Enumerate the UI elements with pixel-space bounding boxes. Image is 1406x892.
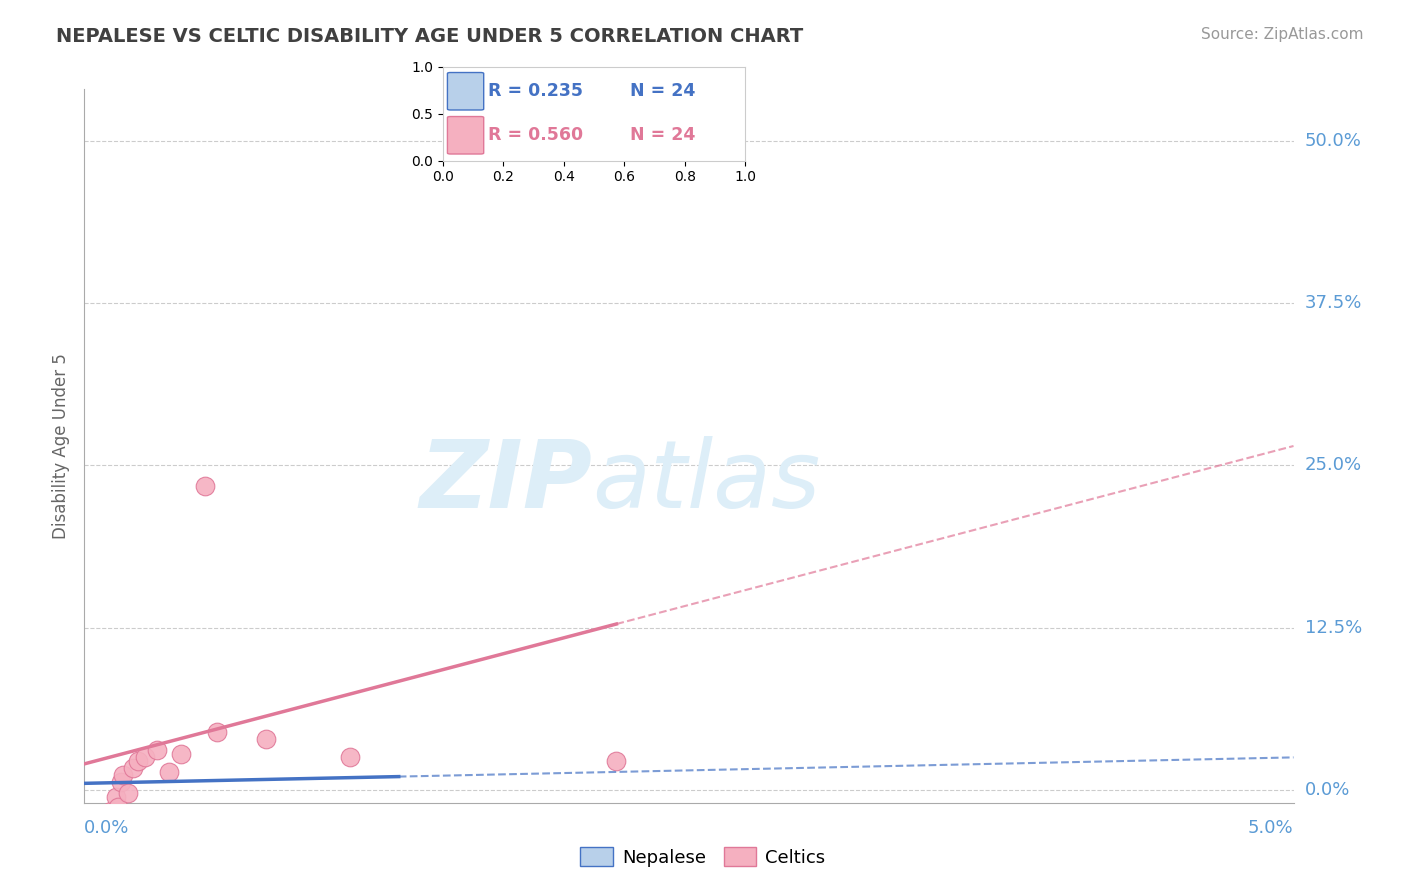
Point: [94, 776, 117, 790]
Text: R = 0.235: R = 0.235: [488, 82, 583, 100]
Text: 25.0%: 25.0%: [1305, 457, 1362, 475]
Point: [121, 768, 143, 782]
Text: N = 24: N = 24: [630, 127, 696, 145]
Point: [134, 766, 156, 780]
Point: [110, 772, 132, 787]
Point: [160, 758, 183, 772]
Text: N = 24: N = 24: [630, 82, 696, 100]
Point: [150, 761, 173, 775]
Text: atlas: atlas: [592, 436, 821, 527]
Point: [141, 764, 163, 778]
Point: [83, 776, 105, 790]
Point: [146, 627, 169, 641]
Point: [388, 775, 411, 789]
Point: [117, 771, 139, 785]
Point: [254, 607, 277, 622]
Point: [134, 640, 156, 654]
Text: ZIP: ZIP: [419, 435, 592, 528]
Point: [103, 747, 125, 761]
Point: [127, 772, 149, 787]
Point: [93, 780, 115, 795]
Point: [104, 711, 127, 725]
Point: [87, 772, 110, 787]
FancyBboxPatch shape: [447, 72, 484, 110]
Point: [181, 770, 204, 784]
Point: [90, 767, 112, 781]
Text: 37.5%: 37.5%: [1305, 294, 1362, 312]
Point: [110, 685, 132, 699]
Point: [207, 776, 229, 790]
Point: [238, 764, 260, 779]
Point: [104, 773, 127, 788]
Point: [83, 779, 105, 793]
Point: [194, 147, 217, 161]
Point: [103, 778, 125, 792]
Legend: Nepalese, Celtics: Nepalese, Celtics: [574, 840, 832, 874]
Point: [87, 778, 110, 792]
Text: 5.0%: 5.0%: [1249, 820, 1294, 838]
FancyBboxPatch shape: [447, 117, 484, 154]
Text: Source: ZipAtlas.com: Source: ZipAtlas.com: [1201, 27, 1364, 42]
Text: R = 0.560: R = 0.560: [488, 127, 583, 145]
Point: [170, 633, 193, 648]
Text: NEPALESE VS CELTIC DISABILITY AGE UNDER 5 CORRELATION CHART: NEPALESE VS CELTIC DISABILITY AGE UNDER …: [56, 27, 803, 45]
Point: [112, 673, 135, 687]
Text: 12.5%: 12.5%: [1305, 619, 1362, 637]
Point: [114, 778, 136, 792]
Point: [127, 647, 149, 661]
Point: [97, 756, 120, 771]
Text: 0.0%: 0.0%: [1305, 780, 1350, 799]
Point: [112, 775, 135, 789]
Point: [94, 775, 117, 789]
Point: [339, 640, 361, 654]
Point: [117, 705, 139, 719]
Point: [100, 779, 122, 793]
Text: 50.0%: 50.0%: [1305, 132, 1361, 150]
Point: [207, 595, 229, 609]
Point: [605, 647, 627, 661]
Point: [170, 754, 193, 768]
Point: [97, 775, 120, 789]
Point: [93, 764, 115, 778]
Point: [107, 731, 129, 745]
Y-axis label: Disability Age Under 5: Disability Age Under 5: [52, 353, 70, 539]
Text: 0.0%: 0.0%: [84, 820, 129, 838]
Point: [157, 666, 180, 681]
Point: [121, 659, 143, 673]
Point: [100, 738, 122, 752]
Point: [107, 776, 129, 790]
